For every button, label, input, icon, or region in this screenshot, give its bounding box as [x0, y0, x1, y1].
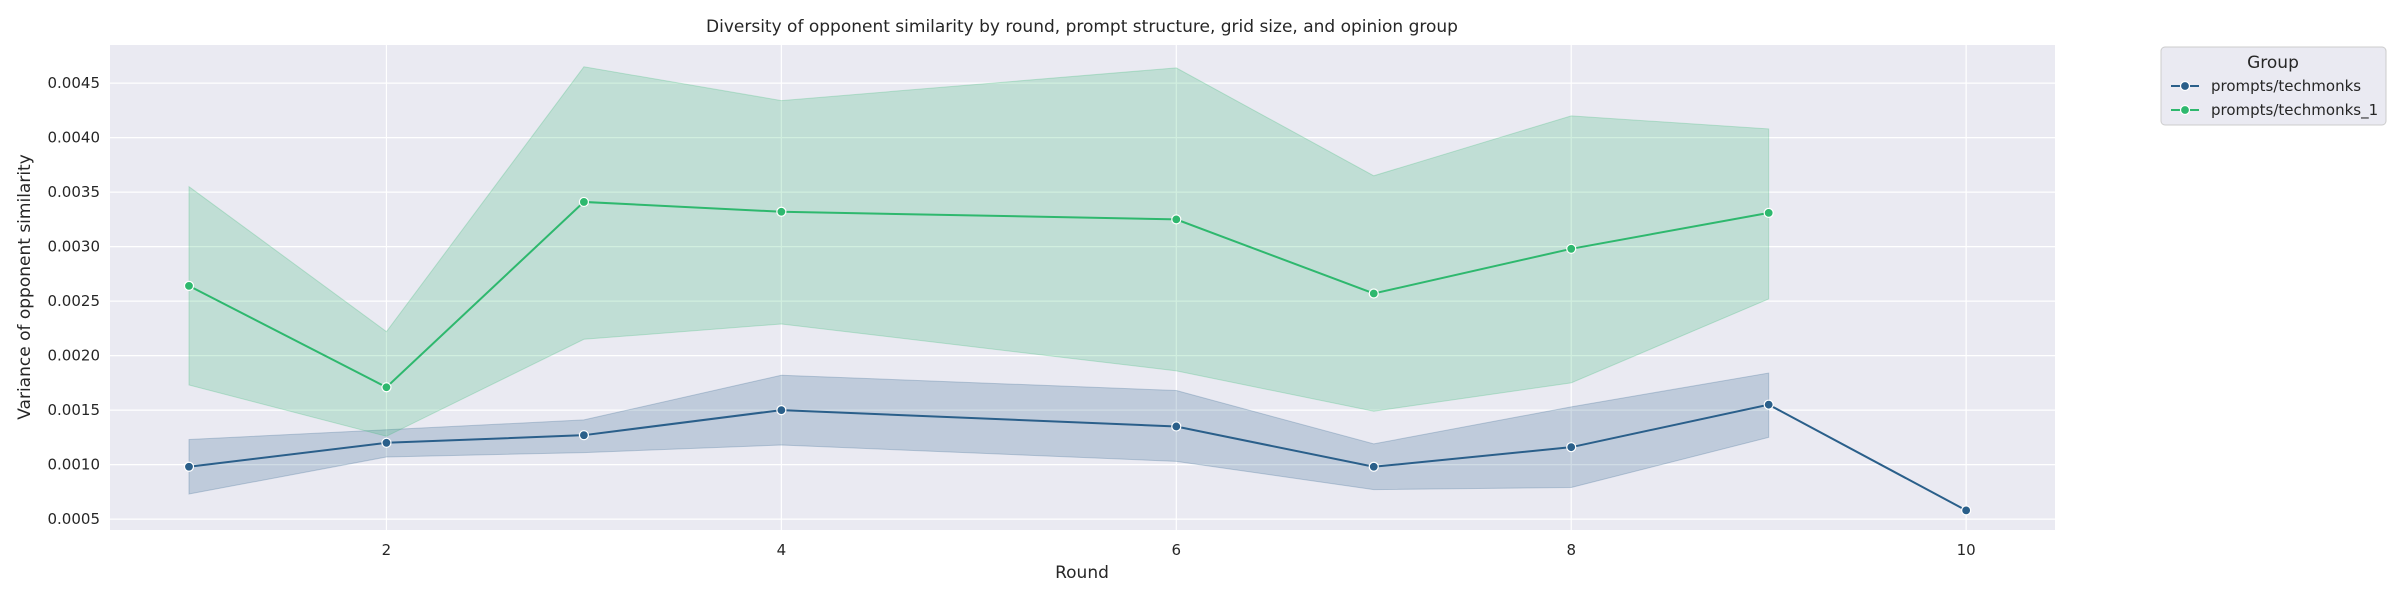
y-tick-label: 0.0010: [48, 456, 101, 474]
x-tick-label: 4: [777, 541, 787, 559]
legend-entry: prompts/techmonks: [2211, 77, 2361, 95]
confidence-band-2: [188, 66, 1770, 437]
data-point: [381, 382, 392, 393]
y-tick-label: 0.0015: [48, 401, 101, 419]
chart-title: Diversity of opponent similarity by roun…: [706, 17, 1458, 37]
data-point: [1368, 461, 1379, 472]
legend-swatch-marker: [2179, 80, 2191, 92]
y-tick-label: 0.0045: [48, 74, 101, 92]
y-tick-label: 0.0035: [48, 183, 101, 201]
x-tick-label: 2: [382, 541, 392, 559]
data-point: [1763, 399, 1774, 410]
legend-entry: prompts/techmonks_1: [2211, 101, 2378, 120]
data-point: [776, 405, 787, 416]
legend-box: [2160, 46, 2387, 126]
data-point: [776, 206, 787, 217]
gridlines: [110, 45, 2055, 530]
data-point: [578, 430, 590, 441]
legend-items: prompts/techmonks prompts/techmonks_1: [2171, 77, 2378, 120]
data-point: [1763, 207, 1774, 218]
series-points: [183, 196, 1972, 516]
data-point: [1961, 505, 1972, 516]
plot-background: [110, 45, 2055, 530]
y-axis-label: Variance of opponent similarity: [15, 154, 35, 420]
legend-swatch-marker: [2179, 104, 2191, 116]
x-tick-label: 10: [1957, 541, 1976, 559]
data-point: [1368, 288, 1379, 299]
y-tick-label: 0.0025: [48, 292, 101, 310]
x-tick-label: 6: [1172, 541, 1182, 559]
data-point: [1566, 442, 1577, 453]
series-line-2: [188, 200, 1769, 389]
legend: Group prompts/techmonksprompts/techmonks…: [2160, 46, 2387, 126]
x-axis-label: Round: [1055, 563, 1109, 583]
legend-title: Group: [2247, 53, 2299, 73]
x-tick-label: 8: [1566, 541, 1576, 559]
y-tick-label: 0.0005: [48, 510, 101, 528]
data-point: [578, 196, 590, 208]
y-tick-label: 0.0020: [48, 347, 101, 365]
data-point: [183, 280, 195, 291]
data-point: [381, 437, 392, 448]
data-point: [1171, 214, 1182, 225]
data-point: [1171, 421, 1182, 432]
data-point: [1566, 243, 1577, 254]
y-tick-label: 0.0030: [48, 238, 101, 256]
y-tick-label: 0.0040: [48, 129, 101, 147]
data-point: [183, 461, 195, 472]
x-tick-labels: 2 4 6 8 10: [382, 541, 1976, 559]
y-tick-labels: 0.0005 0.0010 0.0015 0.0020 0.0025 0.0030 0.00…: [48, 74, 101, 528]
